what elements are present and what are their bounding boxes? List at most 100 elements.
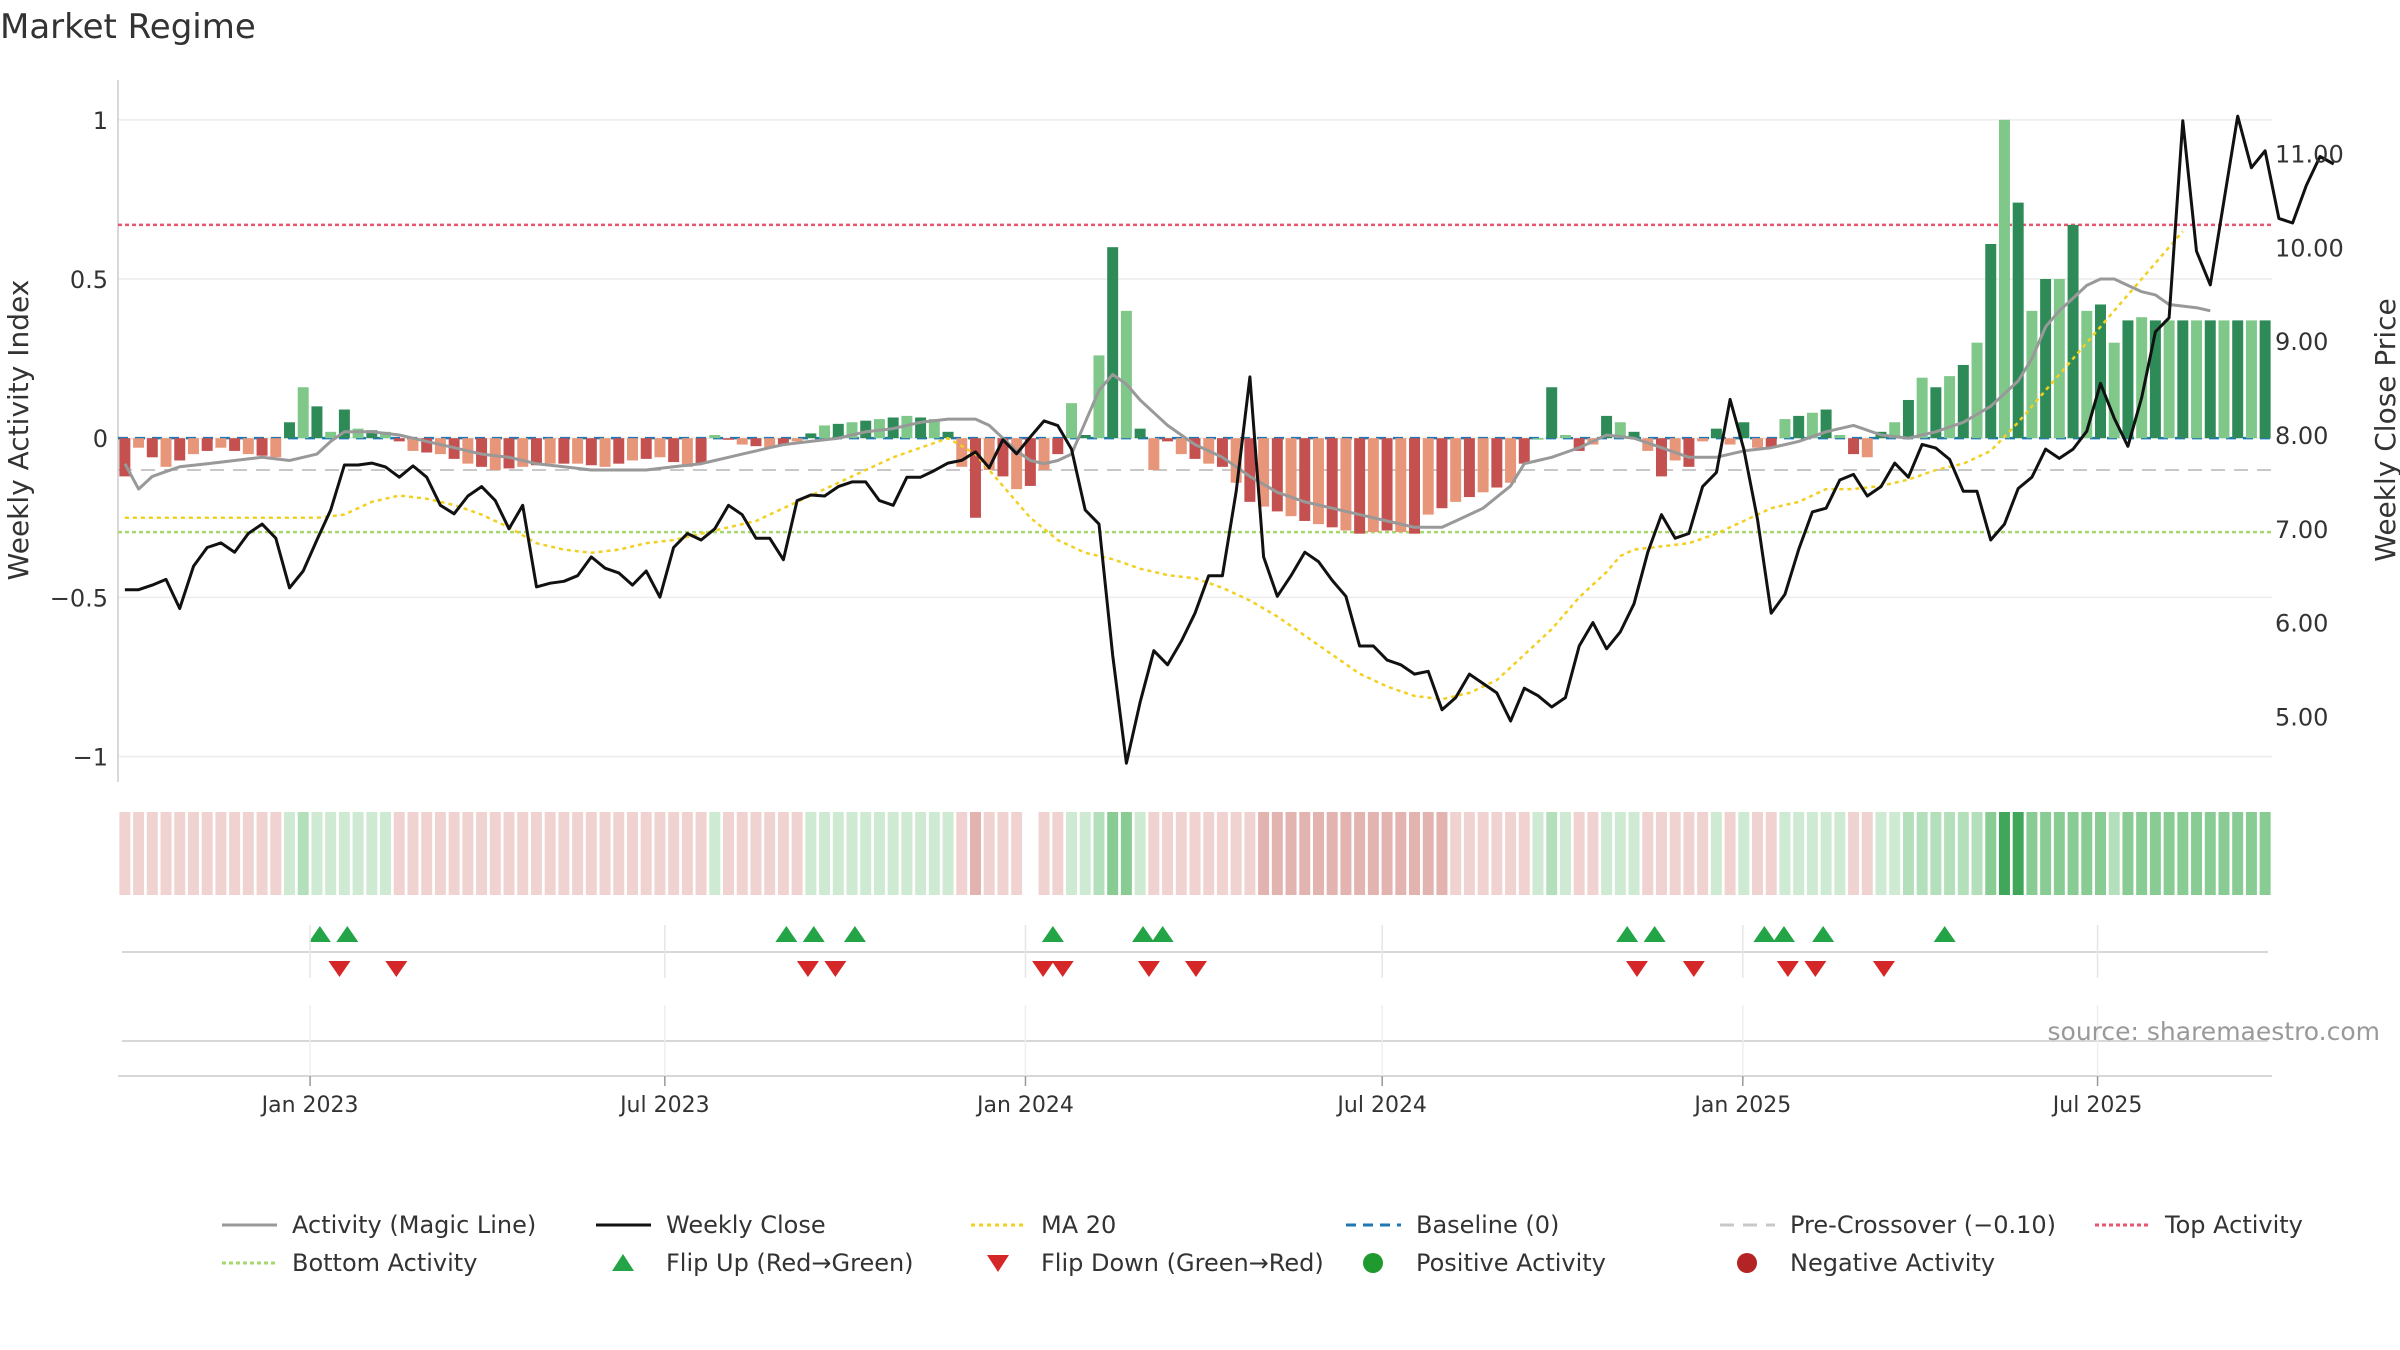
- activity-bar: [1079, 435, 1091, 439]
- activity-bar: [1861, 438, 1873, 458]
- regime-ribbon-cell: [1189, 812, 1201, 895]
- regime-ribbon-cell: [1258, 812, 1270, 895]
- regime-ribbon-cell: [1148, 812, 1160, 895]
- regime-ribbon-cell: [1244, 812, 1256, 895]
- activity-bar: [1271, 438, 1283, 512]
- activity-bar: [325, 431, 337, 439]
- regime-ribbon-cell: [1299, 812, 1311, 895]
- activity-bar: [2081, 310, 2093, 439]
- activity-bar: [1148, 438, 1160, 471]
- regime-ribbon-cell: [119, 812, 131, 895]
- activity-bar: [750, 438, 762, 447]
- flip-up-marker: [1933, 926, 1956, 942]
- activity-bar: [599, 438, 611, 467]
- regime-ribbon-cell: [2012, 812, 2024, 895]
- activity-bar: [983, 438, 995, 471]
- regime-ribbon-cell: [1861, 812, 1873, 895]
- activity-bar: [2108, 342, 2120, 439]
- regime-ribbon-cell: [1889, 812, 1901, 895]
- regime-ribbon-cell: [1806, 812, 1818, 895]
- regime-ribbon-cell: [1601, 812, 1613, 895]
- activity-bar: [174, 438, 186, 461]
- regime-ribbon-cell: [819, 812, 831, 895]
- legend-label: Negative Activity: [1790, 1249, 1995, 1277]
- activity-bar: [311, 406, 323, 439]
- flip-up-marker: [336, 926, 359, 942]
- regime-ribbon-cell: [1820, 812, 1832, 895]
- activity-bar: [1697, 438, 1709, 442]
- regime-ribbon-cell: [229, 812, 241, 895]
- regime-ribbon-cell: [242, 812, 254, 895]
- activity-bar: [1463, 438, 1475, 498]
- activity-bar: [1024, 438, 1036, 486]
- regime-ribbon-cell: [2245, 812, 2257, 895]
- activity-bar: [654, 438, 666, 458]
- flip-up-marker: [308, 926, 331, 942]
- regime-ribbon-cell: [1971, 812, 1983, 895]
- regime-ribbon-cell: [928, 812, 940, 895]
- activity-bar: [2177, 320, 2189, 439]
- regime-ribbon-cell: [1271, 812, 1283, 895]
- activity-bar: [544, 438, 556, 464]
- flip-down-marker: [1032, 961, 1055, 977]
- regime-ribbon-cell: [1573, 812, 1585, 895]
- legend-label: Baseline (0): [1416, 1211, 1559, 1239]
- regime-ribbon-cell: [599, 812, 611, 895]
- activity-bar: [1505, 438, 1517, 483]
- activity-bar: [613, 438, 625, 464]
- regime-ribbon-cell: [901, 812, 913, 895]
- legend-label: Flip Down (Green→Red): [1041, 1249, 1324, 1277]
- regime-ribbon-cell: [1655, 812, 1667, 895]
- activity-bar: [558, 438, 570, 464]
- regime-ribbon-cell: [2218, 812, 2230, 895]
- x-tick-label: Jan 2023: [260, 1093, 359, 1118]
- regime-ribbon-cell: [681, 812, 693, 895]
- activity-bar: [1409, 438, 1421, 534]
- flip-up-marker: [1132, 926, 1155, 942]
- activity-bar: [2218, 320, 2230, 439]
- regime-ribbon-cell: [1998, 812, 2010, 895]
- legend-label: Pre-Crossover (−0.10): [1790, 1211, 2056, 1239]
- regime-ribbon-cell: [1710, 812, 1722, 895]
- regime-ribbon-cell: [133, 812, 145, 895]
- activity-bar: [1559, 435, 1571, 439]
- activity-bar: [942, 431, 954, 439]
- regime-ribbon-cell: [1312, 812, 1324, 895]
- regime-ribbon-cell: [1779, 812, 1791, 895]
- activity-bar: [366, 430, 378, 439]
- regime-ribbon-cell: [325, 812, 337, 895]
- regime-ribbon-cell: [1354, 812, 1366, 895]
- weekly-close-line: [124, 114, 2335, 765]
- activity-bar: [873, 419, 885, 439]
- regime-ribbon-cell: [421, 812, 433, 895]
- regime-ribbon-cell: [1669, 812, 1681, 895]
- regime-ribbon-cell: [1532, 812, 1544, 895]
- regime-ribbon-cell: [1518, 812, 1530, 895]
- activity-bar: [201, 438, 213, 451]
- x-tick-label: Jul 2025: [2051, 1093, 2143, 1118]
- regime-ribbon-cell: [1834, 812, 1846, 895]
- activity-bar: [1395, 438, 1407, 533]
- regime-ribbon-cell: [448, 812, 460, 895]
- regime-ribbon-cell: [983, 812, 995, 895]
- regime-ribbon-cell: [997, 812, 1009, 895]
- activity-bar: [407, 438, 419, 451]
- regime-ribbon-cell: [1491, 812, 1503, 895]
- activity-bar: [846, 422, 858, 439]
- activity-bar: [1134, 428, 1146, 439]
- activity-bar: [956, 438, 968, 467]
- regime-ribbon-cell: [1985, 812, 1997, 895]
- activity-bar: [2012, 202, 2024, 439]
- flip-up-marker: [1772, 926, 1795, 942]
- activity-bar: [1120, 310, 1132, 439]
- activity-bar: [1532, 438, 1544, 440]
- activity-bar: [791, 438, 803, 442]
- y-axis-ticks: 1 0.5 0 −0.5 −1 5.00 6.00 7.00 8.00 9.00 10.00 11.0…: [50, 107, 2344, 772]
- activity-bar: [1216, 438, 1228, 467]
- activity-bar: [160, 438, 172, 467]
- flip-up-marker: [1812, 926, 1835, 942]
- regime-ribbon: [119, 812, 2271, 895]
- activity-bar: [1601, 415, 1613, 439]
- activity-bar: [242, 438, 254, 455]
- x-tick-label: Jan 2024: [975, 1093, 1074, 1118]
